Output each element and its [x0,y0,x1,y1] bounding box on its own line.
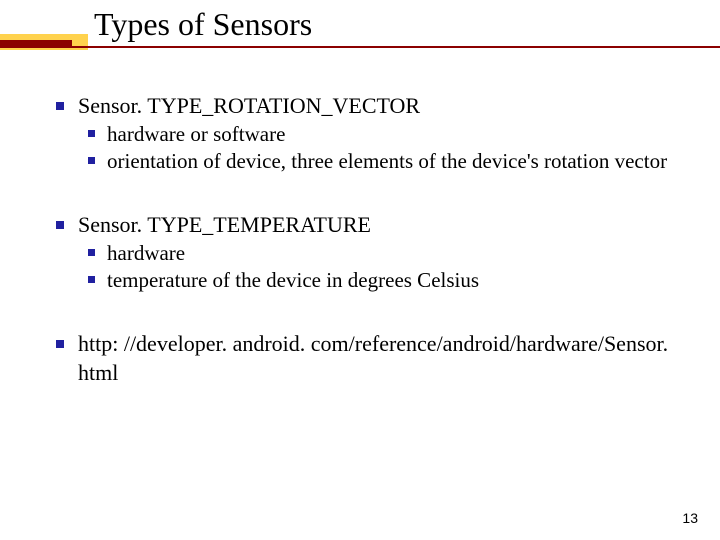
bullet-square-icon [56,221,64,229]
bullet-1-sub-1-text: hardware or software [107,121,285,148]
bullet-square-icon [88,249,95,256]
bullet-square-icon [88,276,95,283]
bullet-2-sub-2-text: temperature of the device in degrees Cel… [107,267,479,294]
slide-title: Types of Sensors [94,6,312,43]
title-accent-red [0,40,72,48]
bullet-square-icon [56,102,64,110]
bullet-2-sub-1-text: hardware [107,240,185,267]
slide-content: Sensor. TYPE_ROTATION_VECTOR hardware or… [0,56,720,388]
bullet-2: Sensor. TYPE_TEMPERATURE hardware temper… [56,211,680,294]
bullet-1: Sensor. TYPE_ROTATION_VECTOR hardware or… [56,92,680,175]
bullet-3-text: http: //developer. android. com/referenc… [78,330,680,387]
bullet-square-icon [88,157,95,164]
bullet-1-sub-2-text: orientation of device, three elements of… [107,148,667,175]
bullet-1-heading: Sensor. TYPE_ROTATION_VECTOR [78,92,420,121]
bullet-1-sub-1: hardware or software [88,121,680,148]
bullet-square-icon [88,130,95,137]
title-underline [72,46,720,48]
bullet-2-sub-2: temperature of the device in degrees Cel… [88,267,680,294]
bullet-2-sub-1: hardware [88,240,680,267]
title-bar: Types of Sensors [0,0,720,56]
bullet-3: http: //developer. android. com/referenc… [56,330,680,387]
bullet-1-sub-2: orientation of device, three elements of… [88,148,680,175]
bullet-square-icon [56,340,64,348]
page-number: 13 [682,510,698,526]
bullet-2-heading: Sensor. TYPE_TEMPERATURE [78,211,371,240]
